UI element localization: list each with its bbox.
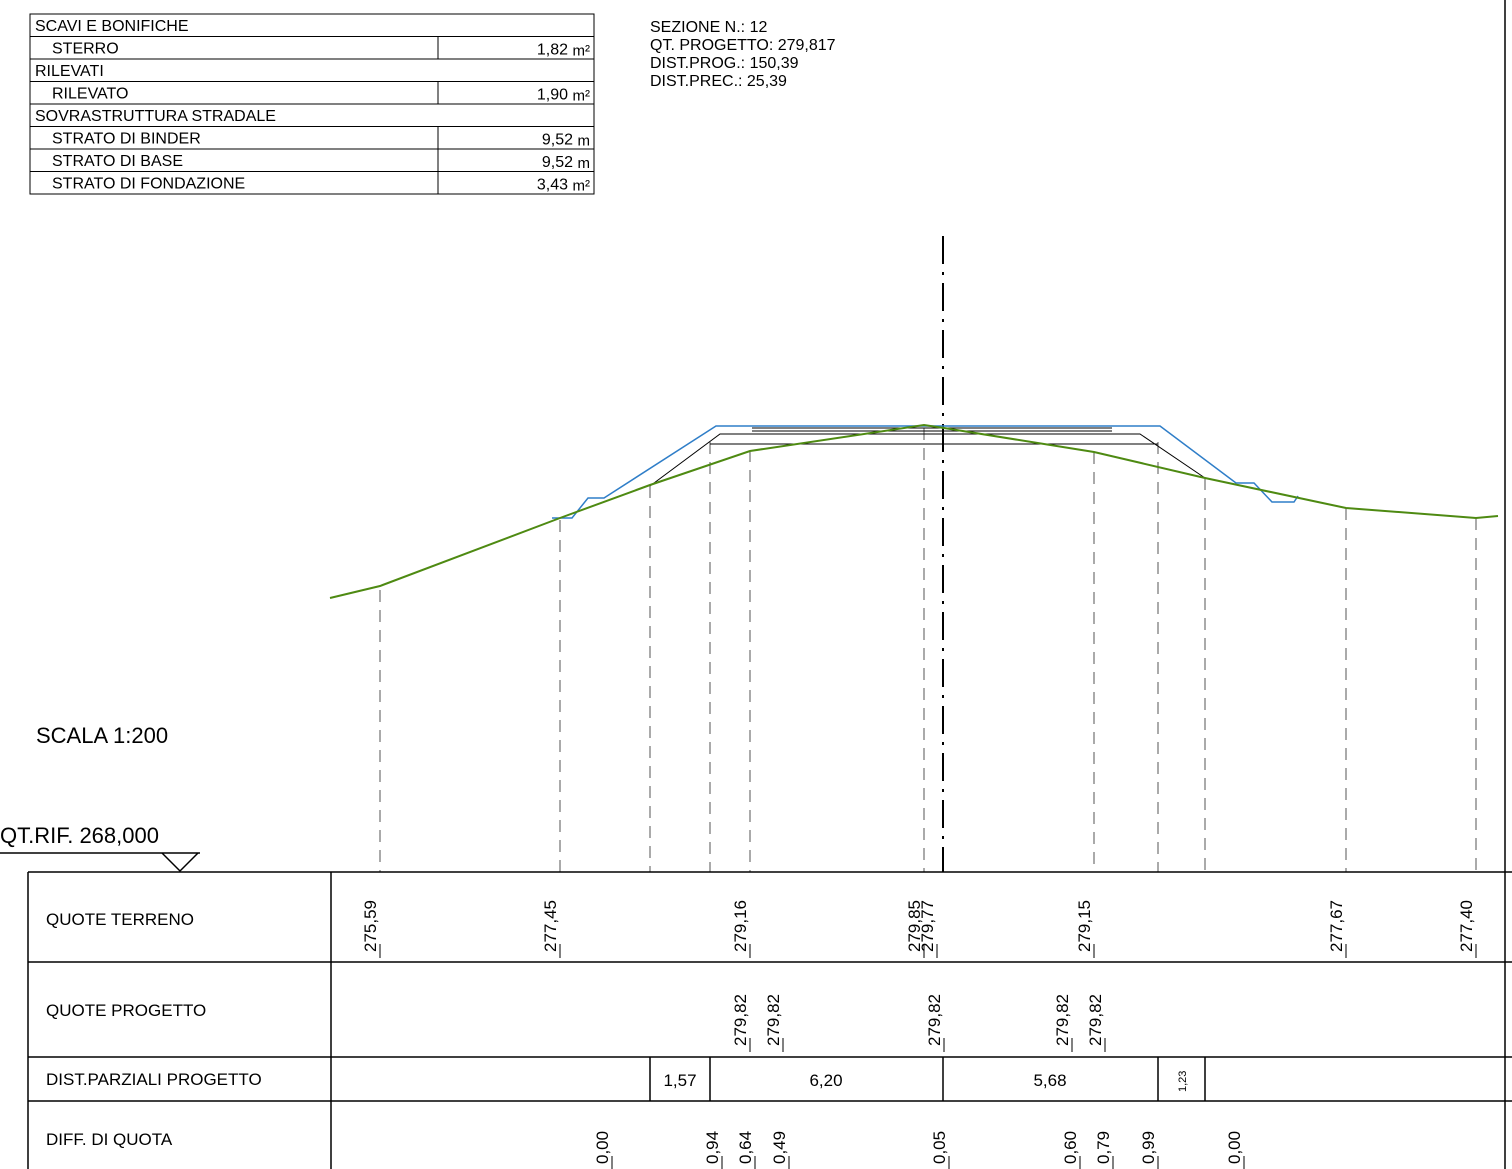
terrain-elevation-value: 279,16: [731, 900, 750, 952]
qty-group-header: RILEVATI: [35, 63, 104, 80]
section-info: SEZIONE N.: 12 QT. PROGETTO: 279,817 DIS…: [650, 19, 836, 90]
band-partial-distances: 1,57 6,20 5,68 1,23: [663, 1071, 1189, 1092]
qty-item-label: RILEVATO: [52, 86, 128, 103]
project-profile-line: [552, 425, 1299, 519]
quantities-table: SCAVI E BONIFICHE STERRO 1,82 m² RILEVATI RI…: [29, 13, 595, 195]
band-row-labels: QUOTE TERRENO QUOTE PROGETTO DIST.PARZIA…: [46, 910, 262, 1149]
elevation-difference-value: 0,60: [1061, 1131, 1080, 1164]
elevation-difference-value: 0,00: [593, 1131, 612, 1164]
qty-item-label: STERRO: [52, 41, 119, 58]
qty-item-value: 9,52 m: [542, 154, 590, 172]
elevation-difference-value: 0,99: [1139, 1131, 1158, 1164]
qty-item-label: STRATO DI FONDAZIONE: [52, 176, 245, 193]
band-label-diff: DIFF. DI QUOTA: [46, 1130, 173, 1149]
partial-distance-value: 5,68: [1033, 1071, 1066, 1090]
qty-item-value: 1,82 m²: [537, 42, 590, 60]
qty-group-header: SCAVI E BONIFICHE: [35, 18, 189, 35]
reference-label: QT.RIF. 268,000: [0, 823, 159, 848]
terrain-elevation-value: 277,67: [1327, 900, 1346, 952]
qty-item-unit: m: [578, 133, 591, 150]
partial-distance-value-small: 1,23: [1177, 1071, 1189, 1092]
project-elevation-value: 279,82: [925, 994, 944, 1046]
progressive-distance: DIST.PROG.: 150,39: [650, 55, 799, 72]
pavement-layers: [649, 427, 1206, 487]
reference-triangle-icon: [161, 852, 199, 873]
terrain-elevation-value: 277,40: [1457, 900, 1476, 952]
qty-item-label: STRATO DI BASE: [52, 153, 183, 170]
data-band: [27, 0, 1512, 1169]
elevation-difference-value: 0,05: [930, 1131, 949, 1164]
band-label-parziali: DIST.PARZIALI PROGETTO: [46, 1070, 262, 1089]
elevation-difference-value: 0,49: [770, 1131, 789, 1164]
band-project-values: 279,82 279,82 279,82 279,82 279,82: [731, 994, 1106, 1052]
project-elevation-value: 279,82: [731, 994, 750, 1046]
qty-item-unit: m: [578, 155, 591, 172]
project-elevation-value: 279,82: [764, 994, 783, 1046]
qty-item-value: 3,43 m²: [537, 177, 590, 195]
elevation-difference-value: 0,00: [1225, 1131, 1244, 1164]
reference-elevation: QT.RIF. 268,000: [0, 823, 200, 873]
terrain-elevation-value: 277,45: [541, 900, 560, 952]
band-elevation-differences: 0,00 0,94 0,64 0,49 0,05 0,60 0,79 0,99 0,00: [593, 1131, 1245, 1169]
band-label-terreno: QUOTE TERRENO: [46, 910, 194, 929]
layer-binder-outline: [649, 433, 1206, 487]
terrain-profile-line: [329, 423, 1499, 599]
terrain-elevation-value: 279,85: [905, 900, 924, 952]
terrain-elevation-value: 279,77: [918, 900, 937, 952]
project-elevation-value: 279,82: [1053, 994, 1072, 1046]
partial-distance-value: 1,57: [663, 1071, 696, 1090]
elevation-difference-value: 0,79: [1094, 1131, 1113, 1164]
guide-lines: [379, 428, 1477, 872]
qty-item-label: STRATO DI BINDER: [52, 131, 201, 148]
partial-distance-value: 6,20: [809, 1071, 842, 1090]
qty-item-value: 9,52 m: [542, 132, 590, 150]
section-number: SEZIONE N.: 12: [650, 19, 767, 36]
band-label-progetto: QUOTE PROGETTO: [46, 1001, 206, 1020]
qty-item-unit: m²: [573, 178, 591, 195]
terrain-elevation-value: 275,59: [361, 900, 380, 952]
project-elevation-value: 279,82: [1086, 994, 1105, 1046]
elevation-difference-value: 0,64: [736, 1131, 755, 1164]
qty-item-unit: m²: [573, 43, 591, 60]
project-elevation: QT. PROGETTO: 279,817: [650, 37, 836, 54]
qty-item-unit: m²: [573, 88, 591, 105]
elevation-difference-value: 0,94: [703, 1131, 722, 1164]
previous-distance: DIST.PREC.: 25,39: [650, 73, 787, 90]
scale-label: SCALA 1:200: [36, 723, 168, 748]
terrain-elevation-value: 279,15: [1075, 900, 1094, 952]
qty-group-header: SOVRASTRUTTURA STRADALE: [35, 108, 276, 125]
qty-item-value: 1,90 m²: [537, 87, 590, 105]
